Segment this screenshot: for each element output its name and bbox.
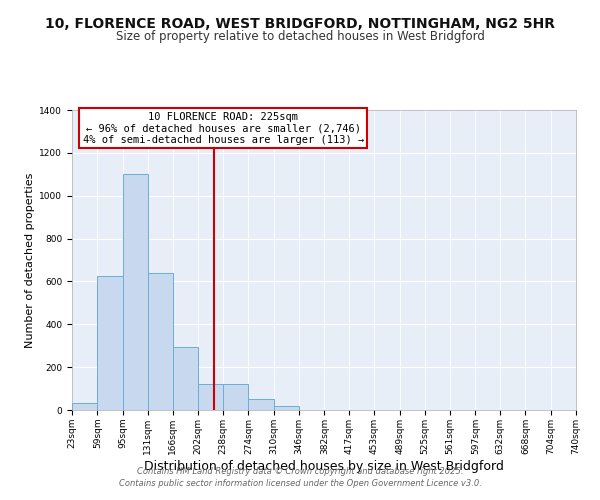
X-axis label: Distribution of detached houses by size in West Bridgford: Distribution of detached houses by size … bbox=[144, 460, 504, 472]
Text: Size of property relative to detached houses in West Bridgford: Size of property relative to detached ho… bbox=[116, 30, 484, 43]
Text: 10, FLORENCE ROAD, WEST BRIDGFORD, NOTTINGHAM, NG2 5HR: 10, FLORENCE ROAD, WEST BRIDGFORD, NOTTI… bbox=[45, 18, 555, 32]
Bar bbox=[198, 384, 223, 410]
Bar bbox=[97, 276, 122, 410]
Bar bbox=[72, 402, 97, 410]
Bar bbox=[173, 347, 198, 410]
Bar bbox=[148, 273, 173, 410]
Bar bbox=[122, 174, 148, 410]
Y-axis label: Number of detached properties: Number of detached properties bbox=[25, 172, 35, 348]
Bar bbox=[274, 406, 299, 410]
Text: Contains HM Land Registry data © Crown copyright and database right 2025.
Contai: Contains HM Land Registry data © Crown c… bbox=[119, 466, 481, 487]
Text: 10 FLORENCE ROAD: 225sqm
← 96% of detached houses are smaller (2,746)
4% of semi: 10 FLORENCE ROAD: 225sqm ← 96% of detach… bbox=[83, 112, 364, 144]
Bar bbox=[248, 400, 274, 410]
Bar bbox=[223, 384, 248, 410]
